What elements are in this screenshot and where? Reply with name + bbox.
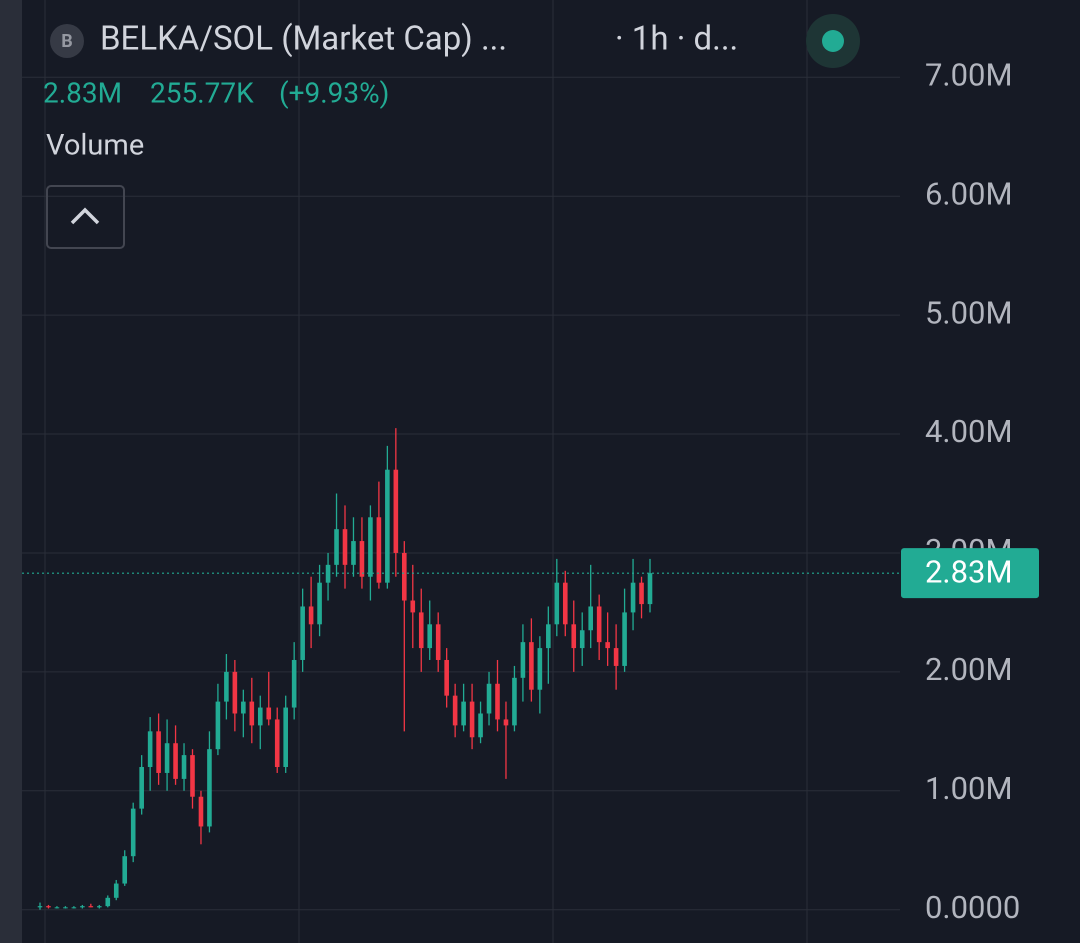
candle-body bbox=[122, 856, 128, 884]
last-price-label: 2.83M bbox=[925, 553, 1013, 590]
candle-body bbox=[537, 648, 543, 690]
candle-body bbox=[46, 906, 51, 908]
candle-body bbox=[435, 624, 441, 660]
candle-body bbox=[520, 642, 526, 678]
price-axis: 0.00001.00M2.00M3.00M4.00M5.00M6.00M7.00… bbox=[901, 56, 1039, 926]
candle-body bbox=[207, 749, 212, 827]
candle-body bbox=[359, 541, 365, 577]
collapse-button[interactable] bbox=[46, 185, 125, 249]
candle-body bbox=[80, 906, 85, 908]
candle-body bbox=[342, 529, 348, 565]
candle-body bbox=[495, 683, 500, 720]
candle-body bbox=[317, 582, 322, 625]
candle-body bbox=[266, 707, 272, 720]
candle-body bbox=[291, 659, 297, 708]
symbol-letter: B bbox=[61, 31, 73, 52]
candle-body bbox=[54, 907, 60, 909]
candle-body bbox=[630, 582, 636, 613]
y-tick-label: 2.00M bbox=[925, 651, 1013, 688]
y-tick-label: 4.00M bbox=[925, 413, 1013, 450]
last-value: 2.83M bbox=[43, 76, 122, 109]
candle-body bbox=[639, 582, 644, 605]
candle-body bbox=[173, 743, 178, 779]
candle-body bbox=[579, 630, 585, 649]
candle-body bbox=[402, 552, 407, 601]
candle-body bbox=[224, 671, 229, 702]
indicator-label: Volume bbox=[46, 129, 144, 163]
candle-body bbox=[503, 719, 509, 726]
change-percent: (+9.93%) bbox=[279, 76, 389, 109]
plot bbox=[22, 428, 900, 910]
candle-body bbox=[88, 906, 94, 908]
candle-body bbox=[232, 671, 238, 714]
candle-body bbox=[241, 701, 246, 714]
y-tick-label: 1.00M bbox=[925, 770, 1013, 807]
candle-body bbox=[113, 883, 119, 898]
candle-body bbox=[97, 906, 102, 908]
candle-body bbox=[478, 713, 483, 738]
candle-body bbox=[596, 606, 602, 643]
candle-body bbox=[562, 582, 568, 625]
candle-body bbox=[486, 683, 492, 714]
candle-body bbox=[139, 767, 144, 809]
candle-body bbox=[554, 582, 560, 625]
candle-body bbox=[37, 906, 43, 908]
candle-body bbox=[605, 642, 610, 649]
candle-body bbox=[105, 897, 111, 907]
side-strip bbox=[0, 0, 22, 943]
candle-body bbox=[647, 573, 653, 605]
candle-body bbox=[385, 469, 390, 583]
symbol-icon bbox=[50, 24, 84, 58]
chart-title: BELKA/SOL (Market Cap) ... bbox=[100, 20, 507, 59]
y-tick-label: 6.00M bbox=[925, 175, 1013, 212]
candle-body bbox=[571, 624, 577, 649]
candle-body bbox=[410, 600, 416, 613]
candle-body bbox=[393, 469, 399, 553]
candle-body bbox=[461, 701, 466, 726]
candle-body bbox=[418, 612, 424, 649]
candle-body bbox=[274, 719, 280, 768]
candle-body bbox=[622, 612, 627, 666]
candle-body bbox=[181, 755, 187, 779]
candle-body bbox=[469, 701, 475, 738]
candle-body bbox=[444, 659, 449, 696]
candle-body bbox=[529, 642, 534, 690]
y-tick-label: 7.00M bbox=[925, 56, 1013, 93]
header: B BELKA/SOL (Market Cap) ... · 1h · d...… bbox=[43, 14, 860, 249]
grid bbox=[22, 0, 900, 943]
y-tick-label: 5.00M bbox=[925, 294, 1013, 331]
last-price-tag bbox=[901, 548, 1039, 599]
chevron-icon bbox=[70, 207, 100, 225]
candle-body bbox=[164, 743, 170, 773]
candle-body bbox=[130, 808, 136, 857]
candle-body bbox=[368, 517, 373, 577]
candle-body bbox=[215, 701, 221, 750]
candle-body bbox=[249, 701, 255, 726]
candle-body bbox=[376, 517, 382, 583]
candle-body bbox=[452, 695, 458, 726]
candle-body bbox=[190, 755, 195, 797]
candle-body bbox=[156, 731, 161, 773]
candle-body bbox=[71, 907, 77, 909]
candle-body bbox=[351, 541, 356, 565]
candle-body bbox=[546, 624, 551, 649]
y-tick-label: 0.0000 bbox=[925, 889, 1020, 926]
status-dot[interactable] bbox=[822, 30, 844, 52]
candle-body bbox=[588, 606, 593, 631]
candle-body bbox=[308, 606, 314, 625]
candle-body bbox=[334, 529, 339, 565]
change: 255.77K bbox=[150, 76, 254, 109]
candle-body bbox=[300, 606, 305, 660]
candle-body bbox=[512, 677, 517, 726]
candle-body bbox=[63, 907, 68, 909]
candle-body bbox=[427, 624, 433, 649]
candle-body bbox=[257, 707, 263, 726]
candle-body bbox=[283, 707, 288, 768]
candle-body bbox=[198, 796, 204, 827]
candle-body bbox=[147, 731, 153, 768]
interval: · 1h · d... bbox=[615, 20, 738, 59]
candle-body bbox=[613, 648, 619, 666]
